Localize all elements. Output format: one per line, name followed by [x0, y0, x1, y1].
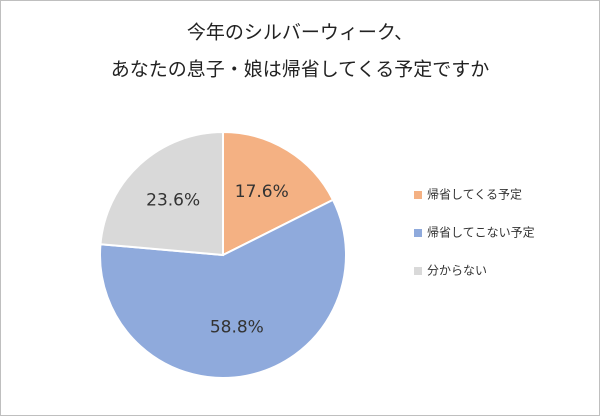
legend-label: 分からない [427, 264, 487, 278]
data-label: 58.8% [210, 317, 264, 337]
legend-swatch [414, 267, 422, 275]
legend-swatch [414, 229, 422, 237]
chart-title: 今年のシルバーウィーク、 [187, 22, 413, 44]
legend-swatch [414, 191, 422, 199]
pie-slice [99, 198, 347, 379]
pie-slice [99, 130, 224, 257]
legend-label: 帰省してこない予定 [427, 225, 535, 240]
chart-title: あなたの息子・娘は帰省してくる予定ですか [111, 59, 489, 81]
data-label: 17.6% [235, 182, 289, 202]
legend-label: 帰省してくる予定 [427, 187, 522, 202]
data-label: 23.6% [146, 191, 200, 211]
pie-slice [222, 130, 335, 257]
